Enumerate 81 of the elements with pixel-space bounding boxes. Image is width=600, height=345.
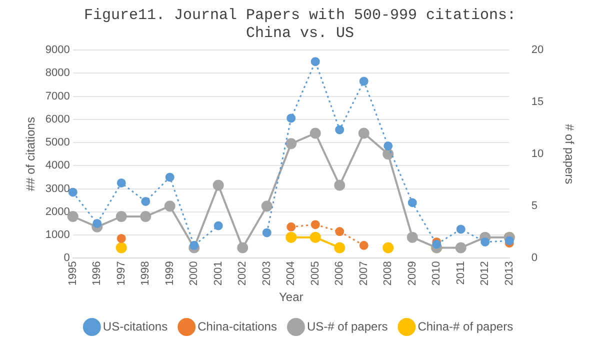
point [262,228,272,238]
legend-label: China-# of papers [418,319,514,334]
point [214,221,223,230]
y-tick-label: 1000 [45,229,70,242]
point [261,200,272,212]
legend-label: US-citations [102,319,168,334]
point [310,128,321,139]
x-tick-label: 2009 [406,261,418,286]
point [384,141,393,150]
y-tick-label: 5000 [45,136,70,149]
y-tick-label: 2000 [45,206,70,218]
point [382,242,394,254]
y2-tick-label: 0 [531,252,538,264]
y-tick-label: 7000 [45,90,70,102]
y-axis-title: ## of citations [24,117,38,192]
x-tick-label: 2002 [236,261,249,286]
point [310,57,320,66]
y2-axis-title: # of papers [562,124,576,184]
x-tick-label: 2012 [479,261,492,286]
x-tick-label: 2005 [309,261,322,286]
point [164,200,176,212]
text: China vs. US [246,24,354,42]
x-tick-label: 2007 [358,261,370,286]
point [116,211,127,222]
point [92,218,102,228]
point [190,240,199,250]
y-tick-label: 6000 [45,113,70,126]
y-tick-label: 9000 [45,44,70,56]
x-tick-label: 2008 [382,261,394,286]
x-axis-title: Year [278,290,304,304]
point [116,242,127,254]
x-tick-label: 1998 [140,261,152,286]
point [116,178,126,188]
y2-tick-label: 10 [531,148,544,160]
point [359,240,368,250]
x-tick-label: 2011 [454,261,467,285]
point [165,172,174,182]
point [406,232,418,243]
x-tick-label: 2001 [212,261,224,286]
x-tick-label: 1997 [115,261,128,286]
point [141,196,150,206]
point [480,237,490,246]
point [359,76,368,86]
point [408,198,417,208]
point [335,125,344,134]
x-tick-label: 2000 [188,261,200,286]
y-tick-label: 4000 [45,160,70,172]
point [358,128,370,139]
x-tick-label: 2004 [285,261,298,286]
point [286,114,296,123]
point [310,232,321,243]
point [456,224,466,234]
point [212,180,224,191]
point [335,227,344,236]
point [237,242,248,254]
point [286,232,297,243]
legend-label: US-# of papers [306,319,388,334]
point [286,222,296,232]
text: Figure11. Journal Papers with 500-999 citations: [84,6,516,24]
point [310,220,320,230]
point [334,180,346,191]
y-tick-label: 3000 [45,182,70,195]
x-tick-label: 2013 [503,261,516,286]
y2-tick-label: 15 [531,96,544,108]
point [286,138,297,150]
point [68,188,78,197]
y-tick-label: 8000 [45,67,70,80]
y2-tick-label: 5 [531,200,538,212]
point [504,236,514,246]
point [116,234,126,243]
x-tick-label: 1999 [164,261,176,286]
x-tick-label: 2003 [260,261,273,286]
x-tick-label: 1996 [91,261,104,286]
point [140,211,152,222]
x-tick-label: 2010 [430,261,443,286]
point [432,240,442,249]
point [455,242,466,254]
y2-tick-label: 20 [531,44,544,56]
x-tick-label: 2006 [334,261,346,286]
point [334,242,346,254]
legend-label: China-citations [198,319,277,334]
